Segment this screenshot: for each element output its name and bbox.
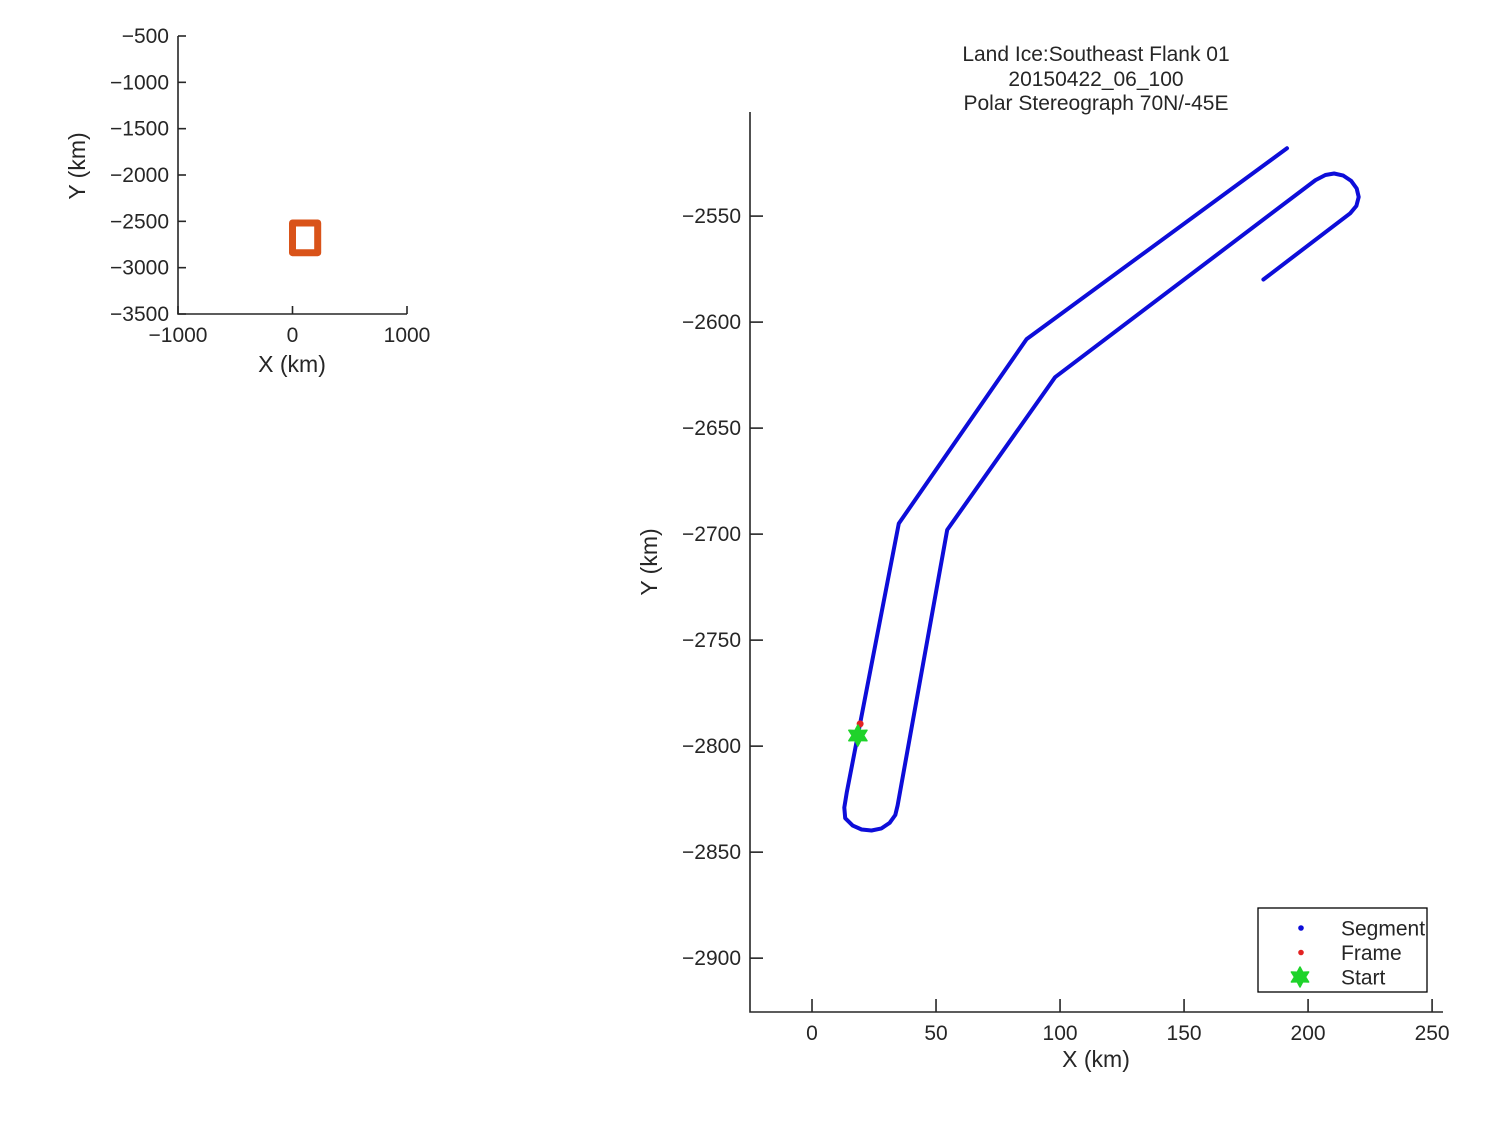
overview-x-axis-label: X (km) (258, 351, 326, 377)
start-marker (848, 724, 868, 747)
overview-y-tick-label: −1000 (110, 71, 169, 94)
main-y-tick-label: −2850 (682, 841, 741, 864)
legend-marker-segment (1298, 925, 1304, 931)
overview-series (289, 219, 322, 257)
main-x-tick-label: 50 (924, 1022, 947, 1045)
main-series (842, 146, 1361, 833)
main-axes: 0 50 100 150 200 250 −2550 −2600 −2650 −2700 −2750… (682, 112, 1450, 1045)
main-plot: Land Ice:Southeast Flank 01 20150422_06_… (636, 43, 1450, 1072)
legend-markers (1290, 925, 1310, 988)
main-x-tick-label: 250 (1415, 1022, 1450, 1045)
overview-y-tick-label: −500 (122, 25, 169, 48)
overview-y-tick-label: −3500 (110, 303, 169, 326)
main-x-tick-label: 0 (806, 1022, 818, 1045)
main-x-tick-label: 150 (1167, 1022, 1202, 1045)
overview-x-tick-label: 0 (287, 324, 299, 347)
overview-y-tick-label: −1500 (110, 118, 169, 141)
main-y-tick-label: −2550 (682, 205, 741, 228)
main-y-tick-label: −2650 (682, 417, 741, 440)
overview-y-tick-label: −3000 (110, 257, 169, 280)
main-y-tick-label: −2900 (682, 947, 741, 970)
legend-label-segment: Segment (1341, 918, 1425, 941)
legend-marker-frame (1298, 949, 1304, 956)
legend-box (1257, 907, 1428, 993)
overview-y-tick-label: −2500 (110, 210, 169, 233)
overview-y-axis-label: Y (km) (64, 132, 90, 199)
track-extent-path (289, 219, 322, 257)
main-y-tick-label: −2800 (682, 735, 741, 758)
overview-x-tick-label: 1000 (384, 324, 431, 347)
plot-title-line-3: Polar Stereograph 70N/-45E (964, 92, 1229, 115)
overview-x-tick-label: −1000 (149, 324, 208, 347)
main-y-axis-label: Y (km) (636, 528, 662, 595)
main-y-tick-label: −2750 (682, 629, 741, 652)
plot-title-line-1: Land Ice:Southeast Flank 01 (962, 43, 1229, 66)
overview-plot: −1000 0 1000 −500 −1000 −1500 −2000 −2500 −3000 −… (64, 25, 430, 377)
overview-axes: −1000 0 1000 −500 −1000 −1500 −2000 −2500 −3000 −… (110, 25, 430, 347)
legend: Segment Frame Start (1257, 907, 1428, 993)
plot-title-line-2: 20150422_06_100 (1008, 68, 1183, 91)
main-y-tick-label: −2600 (682, 311, 741, 334)
main-x-tick-label: 100 (1043, 1022, 1078, 1045)
overview-spines (177, 36, 407, 315)
legend-label-frame: Frame (1341, 942, 1402, 965)
legend-label-start: Start (1341, 967, 1386, 990)
legend-marker-start (1290, 966, 1310, 988)
segment-path (842, 146, 1361, 833)
main-spines (749, 112, 1443, 1013)
main-y-tick-label: −2700 (682, 523, 741, 546)
overview-y-tick-label: −2000 (110, 164, 169, 187)
main-x-tick-label: 200 (1291, 1022, 1326, 1045)
main-x-axis-label: X (km) (1062, 1046, 1130, 1072)
